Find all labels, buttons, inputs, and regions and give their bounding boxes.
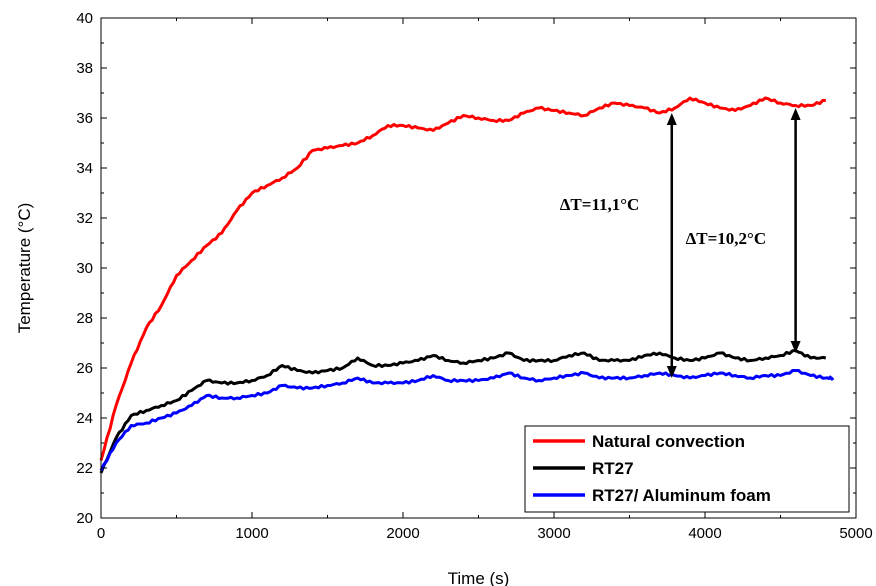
y-tick-label: 26 — [76, 360, 93, 377]
y-tick-label: 36 — [76, 110, 93, 127]
x-tick-label: 3000 — [537, 525, 570, 542]
series-line — [99, 369, 835, 472]
y-axis-title: Temperature (°C) — [15, 203, 34, 334]
y-tick-label: 28 — [76, 310, 93, 327]
series-line — [99, 349, 827, 474]
y-tick-label: 22 — [76, 460, 93, 477]
legend-label: RT27 — [592, 459, 634, 478]
annotation-layer: ΔT=11,1°C ΔT=10,2°C — [560, 108, 801, 378]
legend: Natural convection RT27 RT27/ Aluminum foa… — [524, 425, 850, 513]
y-tick-label: 20 — [76, 510, 93, 527]
arrow-head-bottom — [790, 341, 801, 353]
legend-label: RT27/ Aluminum foam — [592, 486, 771, 505]
series-line — [99, 96, 826, 461]
x-tick-label: 4000 — [688, 525, 721, 542]
delta-t-label: ΔT=10,2°C — [686, 229, 767, 248]
data-layer — [99, 96, 835, 474]
x-tick-label: 2000 — [386, 525, 419, 542]
y-tick-label: 30 — [76, 260, 93, 277]
legend-label: Natural convection — [592, 432, 745, 451]
x-tick-label: 1000 — [235, 525, 268, 542]
x-axis-title: Time (s) — [448, 569, 510, 586]
x-tick-label: 0 — [97, 525, 105, 542]
arrow-head-bottom — [666, 366, 677, 378]
x-tick-label: 5000 — [839, 525, 872, 542]
y-tick-label: 34 — [76, 160, 93, 177]
axes-layer: 0 1000 2000 3000 4000 5000 20 22 24 26 28 30 32 34 36 3… — [76, 10, 872, 542]
arrow-head-top — [666, 113, 677, 125]
arrow-head-top — [790, 108, 801, 120]
y-tick-label: 38 — [76, 60, 93, 77]
y-tick-label: 32 — [76, 210, 93, 227]
delta-t-label: ΔT=11,1°C — [560, 195, 640, 214]
y-tick-label: 24 — [76, 410, 93, 427]
y-tick-label: 40 — [76, 10, 93, 27]
